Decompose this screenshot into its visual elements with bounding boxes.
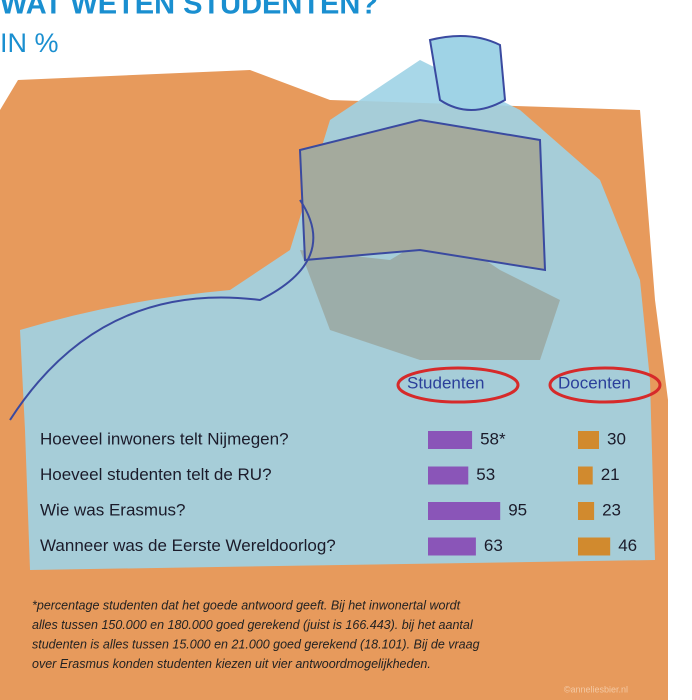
red-circle [396,366,520,404]
value-label: 21 [601,465,620,484]
bar [428,466,469,485]
category-label: Wie was Erasmus? [40,500,185,519]
value-label: 58* [480,429,506,448]
value-label: 53 [476,465,495,484]
footnote: studenten is alles tussen 15.000 en 21.0… [32,637,480,651]
chart-title: WAT WETEN STUDENTEN? [0,0,378,21]
book [298,118,547,272]
bar [578,537,611,556]
legend-label: Docenten [558,373,631,392]
value-label: 46 [618,536,637,555]
category-label: Wanneer was de Eerste Wereldoorlog? [40,536,336,555]
bar [428,502,501,520]
red-circle [548,366,662,404]
category-label: Hoeveel inwoners telt Nijmegen? [40,429,289,448]
credit: ©anneliesbier.nl [564,684,628,694]
footnote: *percentage studenten dat het goede antw… [32,598,461,612]
legend-label: Studenten [407,373,485,392]
bar [578,431,599,449]
bar [428,537,476,556]
category-label: Hoeveel studenten telt de RU? [40,465,272,484]
bar [428,431,473,449]
figure-robe [300,230,560,360]
value-label: 23 [602,500,621,519]
value-label: 63 [484,536,503,555]
chart-subtitle: IN % [0,28,59,58]
head [428,35,507,111]
footnote: alles tussen 150.000 en 180.000 goed ger… [32,618,474,632]
value-label: 30 [607,429,626,448]
value-label: 95 [508,500,527,519]
bar [578,502,595,520]
sketch-line [9,199,315,421]
bar [578,466,593,485]
footnote: over Erasmus konden studenten kiezen uit… [32,657,431,671]
